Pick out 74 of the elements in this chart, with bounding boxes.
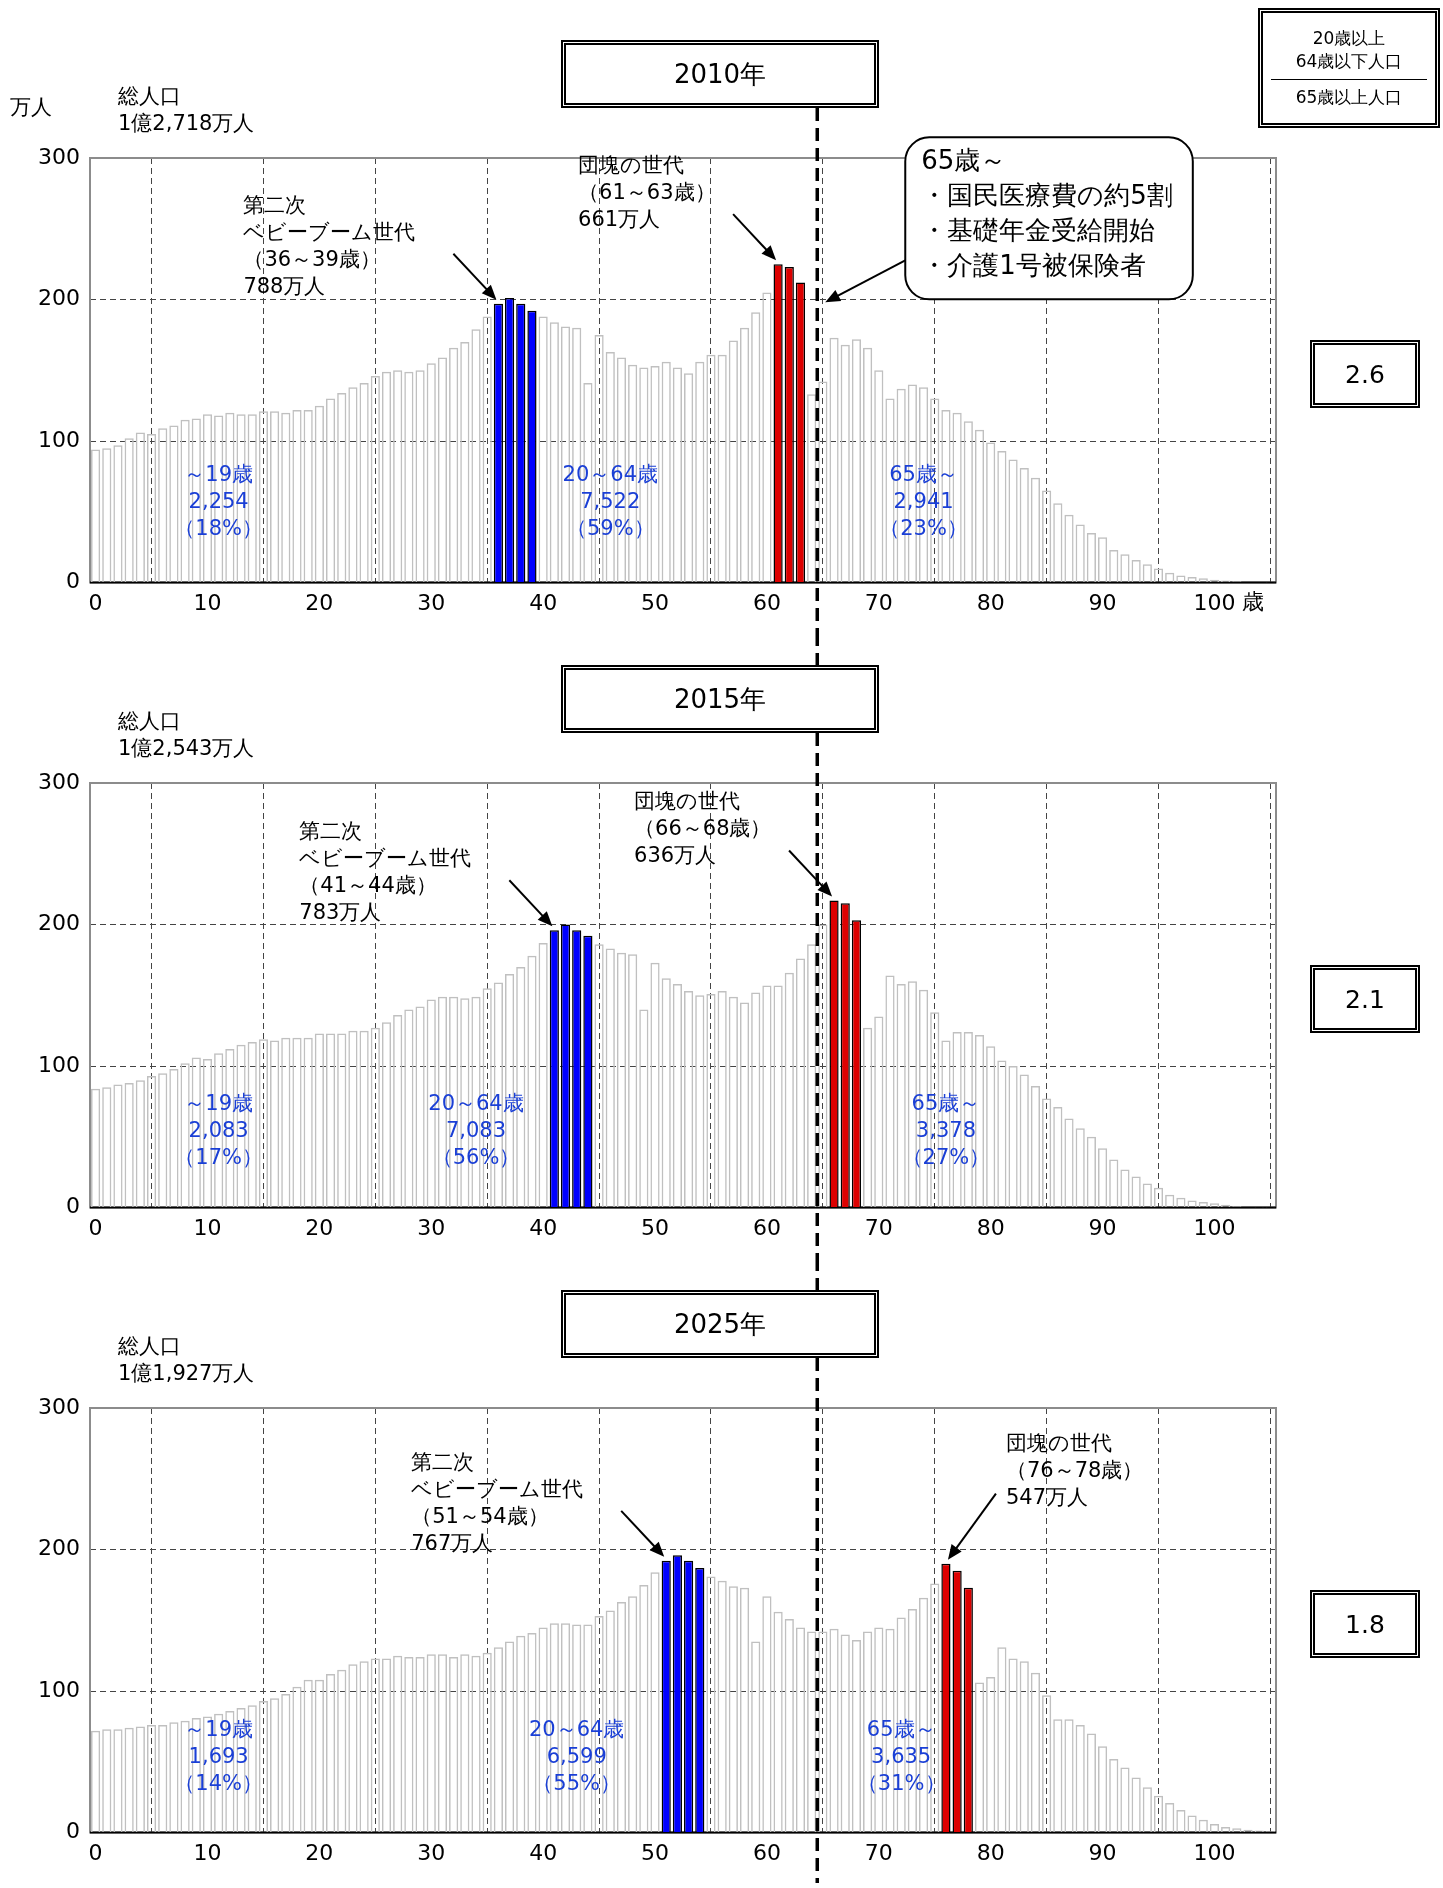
x-tick-label: 40 bbox=[529, 1839, 558, 1865]
chart-subtitle: 総人口 1億2,718万人 bbox=[118, 83, 255, 137]
x-tick-label: 20 bbox=[305, 1839, 334, 1865]
y-tick-label: 100 bbox=[38, 1676, 80, 1702]
x-tick-label: 80 bbox=[976, 1214, 1005, 1240]
x-tick-label: 30 bbox=[417, 1214, 446, 1240]
y-tick-label: 0 bbox=[66, 568, 80, 594]
x-tick-label: 10 bbox=[193, 1214, 222, 1240]
chart-title: 2010年 bbox=[673, 57, 767, 91]
x-tick-label: 10 bbox=[193, 1839, 222, 1865]
annotation: 第二次ベビーブーム世代（51～54歳）767万人 bbox=[411, 1449, 584, 1555]
chart-subtitle: 総人口 1億1,927万人 bbox=[118, 1333, 255, 1387]
x-tick-label: 70 bbox=[864, 1214, 893, 1240]
y-axis-title: 万人 bbox=[10, 94, 52, 121]
annotation: 20～64歳 7,522 （59%） bbox=[562, 461, 658, 540]
x-tick-label: 60 bbox=[752, 589, 781, 615]
x-tick-label: 90 bbox=[1088, 1214, 1117, 1240]
annotation: ～19歳 2,254 （18%） bbox=[174, 461, 264, 540]
text: 20歳以上 64歳以下人口 bbox=[1294, 27, 1404, 73]
text: 2.1 bbox=[1310, 965, 1420, 1033]
annotation: 第二次ベビーブーム世代（41～44歳）783万人 bbox=[299, 819, 472, 925]
chart-subtitle: 総人口 1億2,543万人 bbox=[118, 708, 255, 762]
y-tick-label: 300 bbox=[38, 1393, 80, 1419]
annotation: 65歳～ 2,941 （23%） bbox=[879, 461, 968, 540]
text: 1.8 bbox=[1310, 1590, 1420, 1658]
x-tick-label: 20 bbox=[305, 589, 334, 615]
text: 2.6 bbox=[1310, 340, 1420, 408]
x-tick-label: 100 bbox=[1193, 1839, 1236, 1865]
x-tick-label: 70 bbox=[864, 589, 893, 615]
x-tick-label: 50 bbox=[641, 1839, 670, 1865]
x-tick-label: 90 bbox=[1088, 1839, 1117, 1865]
x-tick-label: 20 bbox=[305, 1214, 334, 1240]
annotation: 20～64歳 7,083 （56%） bbox=[428, 1090, 524, 1169]
x-tick-label: 0 bbox=[88, 589, 103, 615]
annotation: 団塊の世代（61～63歳）661万人 bbox=[578, 153, 716, 232]
annotation: ～19歳 2,083 （17%） bbox=[174, 1090, 264, 1169]
x-tick-label: 100 bbox=[1193, 589, 1236, 615]
x-tick-label: 40 bbox=[529, 1214, 558, 1240]
text: 65歳以上人口 bbox=[1271, 79, 1427, 115]
x-tick-label: 90 bbox=[1088, 589, 1117, 615]
y-tick-label: 300 bbox=[38, 768, 80, 794]
annotation: ～19歳 1,693 （14%） bbox=[174, 1717, 264, 1796]
annotation: 65歳～ 3,635 （31%） bbox=[856, 1717, 946, 1796]
x-tick-label: 10 bbox=[193, 589, 222, 615]
x-tick-label: 40 bbox=[529, 589, 558, 615]
chart-title: 2025年 bbox=[673, 1307, 767, 1341]
x-tick-label: 60 bbox=[752, 1214, 781, 1240]
x-tick-label: 70 bbox=[864, 1839, 893, 1865]
annotation: 65歳～・国民医療費の約5割・基礎年金受給開始・介護1号被保険者 bbox=[921, 145, 1173, 281]
annotation: 団塊の世代（66～68歳）636万人 bbox=[634, 789, 772, 868]
annotation: 20～64歳 6,599 （55%） bbox=[528, 1717, 625, 1796]
annotation: 団塊の世代（76～78歳）547万人 bbox=[1005, 1430, 1144, 1509]
y-tick-label: 200 bbox=[38, 285, 80, 311]
x-tick-label: 50 bbox=[641, 589, 670, 615]
x-tick-label: 0 bbox=[88, 1214, 103, 1240]
y-tick-label: 0 bbox=[66, 1193, 80, 1219]
y-tick-label: 0 bbox=[66, 1818, 80, 1844]
y-tick-label: 300 bbox=[38, 143, 80, 169]
x-axis-title: 歳 bbox=[1242, 589, 1265, 615]
x-tick-label: 80 bbox=[976, 1839, 1005, 1865]
y-tick-label: 100 bbox=[38, 426, 80, 452]
y-tick-label: 200 bbox=[38, 1535, 80, 1561]
chart-title: 2015年 bbox=[673, 682, 767, 716]
x-tick-label: 30 bbox=[417, 1839, 446, 1865]
x-tick-label: 80 bbox=[976, 589, 1005, 615]
annotation: 65歳～ 3,378 （27%） bbox=[901, 1090, 991, 1169]
annotation: 第二次ベビーブーム世代（36～39歳）788万人 bbox=[243, 192, 416, 298]
x-tick-label: 60 bbox=[752, 1839, 781, 1865]
y-tick-label: 100 bbox=[38, 1051, 80, 1077]
x-tick-label: 50 bbox=[641, 1214, 670, 1240]
x-tick-label: 100 bbox=[1193, 1214, 1236, 1240]
y-tick-label: 200 bbox=[38, 910, 80, 936]
x-tick-label: 30 bbox=[417, 589, 446, 615]
x-tick-label: 0 bbox=[88, 1839, 103, 1865]
